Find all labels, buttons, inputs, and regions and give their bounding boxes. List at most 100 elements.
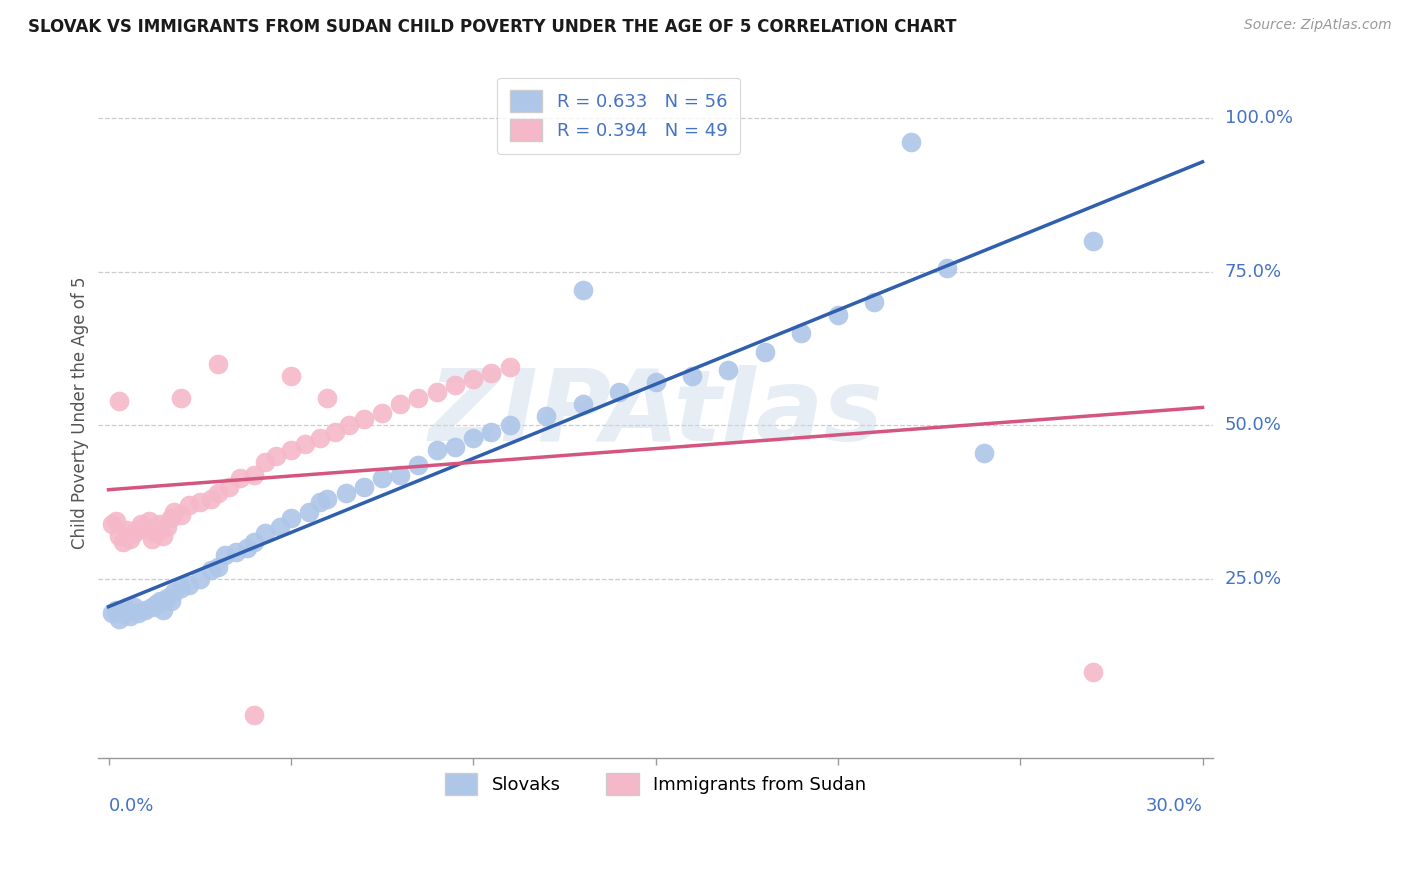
Point xyxy=(134,603,156,617)
Point xyxy=(444,378,467,392)
Point xyxy=(790,326,813,340)
Point xyxy=(254,455,277,469)
Point xyxy=(163,504,186,518)
Point xyxy=(481,425,503,439)
Point xyxy=(371,406,394,420)
Point xyxy=(280,510,302,524)
Point xyxy=(170,391,193,405)
Point xyxy=(207,486,229,500)
Point xyxy=(152,529,174,543)
Point xyxy=(188,572,211,586)
Point xyxy=(863,295,886,310)
Point xyxy=(156,520,179,534)
Text: Source: ZipAtlas.com: Source: ZipAtlas.com xyxy=(1244,18,1392,32)
Point xyxy=(163,584,186,599)
Text: 30.0%: 30.0% xyxy=(1146,797,1202,814)
Point xyxy=(353,480,375,494)
Point xyxy=(607,384,630,399)
Point xyxy=(1081,665,1104,679)
Point xyxy=(498,418,520,433)
Point xyxy=(115,603,138,617)
Point xyxy=(408,391,430,405)
Point xyxy=(159,594,181,608)
Point xyxy=(644,376,666,390)
Point xyxy=(254,526,277,541)
Point xyxy=(973,446,995,460)
Point xyxy=(225,544,247,558)
Point xyxy=(120,609,142,624)
Point xyxy=(170,508,193,522)
Point xyxy=(131,516,153,531)
Point xyxy=(104,603,127,617)
Point xyxy=(207,560,229,574)
Point xyxy=(148,594,170,608)
Point xyxy=(141,533,163,547)
Point xyxy=(236,541,259,556)
Point xyxy=(389,397,412,411)
Legend: Slovaks, Immigrants from Sudan: Slovaks, Immigrants from Sudan xyxy=(436,764,875,804)
Point xyxy=(243,535,266,549)
Point xyxy=(463,431,485,445)
Point xyxy=(112,606,135,620)
Point xyxy=(280,369,302,384)
Point xyxy=(200,563,222,577)
Point xyxy=(827,308,849,322)
Point xyxy=(243,467,266,482)
Point xyxy=(681,369,703,384)
Point xyxy=(444,440,467,454)
Point xyxy=(177,578,200,592)
Point xyxy=(426,384,449,399)
Point xyxy=(498,359,520,374)
Point xyxy=(108,393,131,408)
Point xyxy=(108,612,131,626)
Point xyxy=(145,597,167,611)
Point xyxy=(156,591,179,605)
Point xyxy=(389,467,412,482)
Point xyxy=(1081,234,1104,248)
Point xyxy=(101,606,124,620)
Point xyxy=(120,533,142,547)
Point xyxy=(337,418,360,433)
Point xyxy=(177,499,200,513)
Point xyxy=(214,548,236,562)
Text: 50.0%: 50.0% xyxy=(1225,417,1281,434)
Point xyxy=(426,443,449,458)
Point xyxy=(138,514,160,528)
Point xyxy=(127,606,149,620)
Point xyxy=(122,526,145,541)
Point xyxy=(269,520,291,534)
Point xyxy=(170,582,193,596)
Text: 75.0%: 75.0% xyxy=(1225,262,1282,281)
Text: 25.0%: 25.0% xyxy=(1225,570,1282,588)
Point xyxy=(936,261,959,276)
Y-axis label: Child Poverty Under the Age of 5: Child Poverty Under the Age of 5 xyxy=(72,277,89,549)
Point xyxy=(188,495,211,509)
Text: 100.0%: 100.0% xyxy=(1225,109,1292,127)
Point xyxy=(134,520,156,534)
Point xyxy=(207,357,229,371)
Point xyxy=(754,344,776,359)
Point xyxy=(571,283,593,297)
Point xyxy=(148,516,170,531)
Point xyxy=(112,535,135,549)
Point xyxy=(141,599,163,614)
Point xyxy=(159,510,181,524)
Point xyxy=(353,412,375,426)
Point xyxy=(309,495,332,509)
Point xyxy=(152,603,174,617)
Point xyxy=(108,529,131,543)
Point xyxy=(243,707,266,722)
Point xyxy=(371,471,394,485)
Point xyxy=(229,471,252,485)
Point xyxy=(408,458,430,473)
Point xyxy=(717,363,740,377)
Point xyxy=(571,397,593,411)
Text: SLOVAK VS IMMIGRANTS FROM SUDAN CHILD POVERTY UNDER THE AGE OF 5 CORRELATION CHA: SLOVAK VS IMMIGRANTS FROM SUDAN CHILD PO… xyxy=(28,18,956,36)
Point xyxy=(316,391,339,405)
Point xyxy=(481,366,503,380)
Point xyxy=(122,599,145,614)
Point xyxy=(101,516,124,531)
Point xyxy=(127,523,149,537)
Point xyxy=(335,486,357,500)
Point xyxy=(200,492,222,507)
